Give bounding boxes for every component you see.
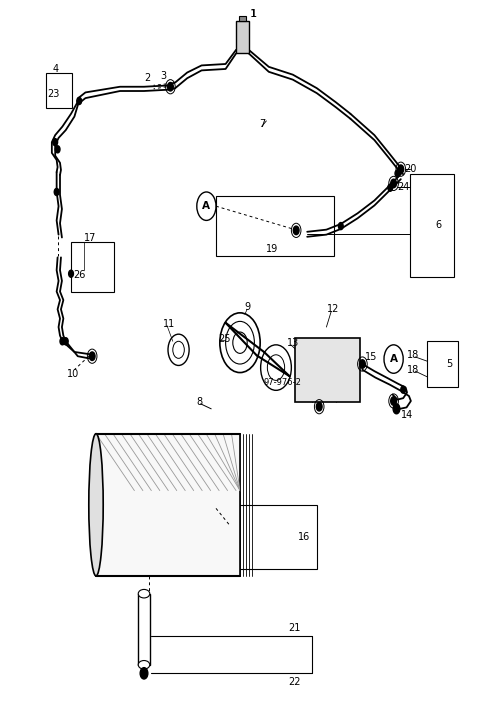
Circle shape [360,360,365,368]
Text: 18: 18 [407,365,420,375]
Bar [236,21,249,53]
Text: A: A [390,354,397,364]
Text: 11: 11 [163,319,176,328]
Circle shape [69,270,73,277]
Circle shape [391,397,396,405]
Circle shape [53,139,58,146]
Circle shape [338,223,343,230]
Circle shape [393,404,400,414]
Text: 4: 4 [53,64,59,74]
Text: 10: 10 [67,369,80,379]
Text: 1: 1 [250,9,256,19]
Text: 3: 3 [161,71,167,81]
Text: 21: 21 [288,623,300,633]
Bar [71,242,114,292]
Text: 9: 9 [245,302,251,312]
Bar [216,196,334,256]
Text: 13: 13 [287,338,300,348]
Circle shape [55,146,60,153]
Bar [96,434,240,576]
Text: 15: 15 [365,352,377,362]
Bar [138,594,150,665]
Text: 2: 2 [144,73,150,83]
Circle shape [60,338,65,345]
Text: 5: 5 [446,359,453,369]
Circle shape [398,165,404,173]
Ellipse shape [89,434,103,576]
Bar [427,341,458,387]
Text: 7: 7 [259,119,265,129]
Text: 6: 6 [435,220,441,230]
Text: 19: 19 [266,244,279,254]
Ellipse shape [138,661,150,669]
Text: A: A [203,201,210,211]
Text: 8: 8 [197,397,203,407]
Circle shape [168,82,173,91]
Circle shape [401,386,406,393]
Text: 25: 25 [218,334,231,344]
Text: 16: 16 [298,532,310,542]
Text: 14: 14 [401,410,413,419]
Text: 18: 18 [407,351,420,360]
Circle shape [391,179,396,188]
Bar [46,73,72,108]
Circle shape [89,352,95,360]
Ellipse shape [138,589,150,598]
Bar [410,174,454,277]
Bar [295,338,360,402]
Circle shape [293,226,299,235]
Circle shape [54,188,59,196]
Text: 22: 22 [288,677,300,687]
Circle shape [140,668,148,679]
Text: 17: 17 [84,233,96,243]
Text: 24: 24 [397,182,410,192]
Text: 12: 12 [327,304,340,314]
Text: 23: 23 [47,89,60,99]
Circle shape [77,97,82,105]
Bar [230,505,317,569]
Circle shape [395,170,400,177]
Text: 20: 20 [405,164,417,174]
Circle shape [388,184,393,191]
Text: 1: 1 [251,9,257,19]
Bar [239,16,246,21]
Circle shape [63,338,68,345]
Circle shape [316,402,322,411]
Text: 26: 26 [73,270,85,280]
Text: 97-976-2: 97-976-2 [263,378,301,387]
